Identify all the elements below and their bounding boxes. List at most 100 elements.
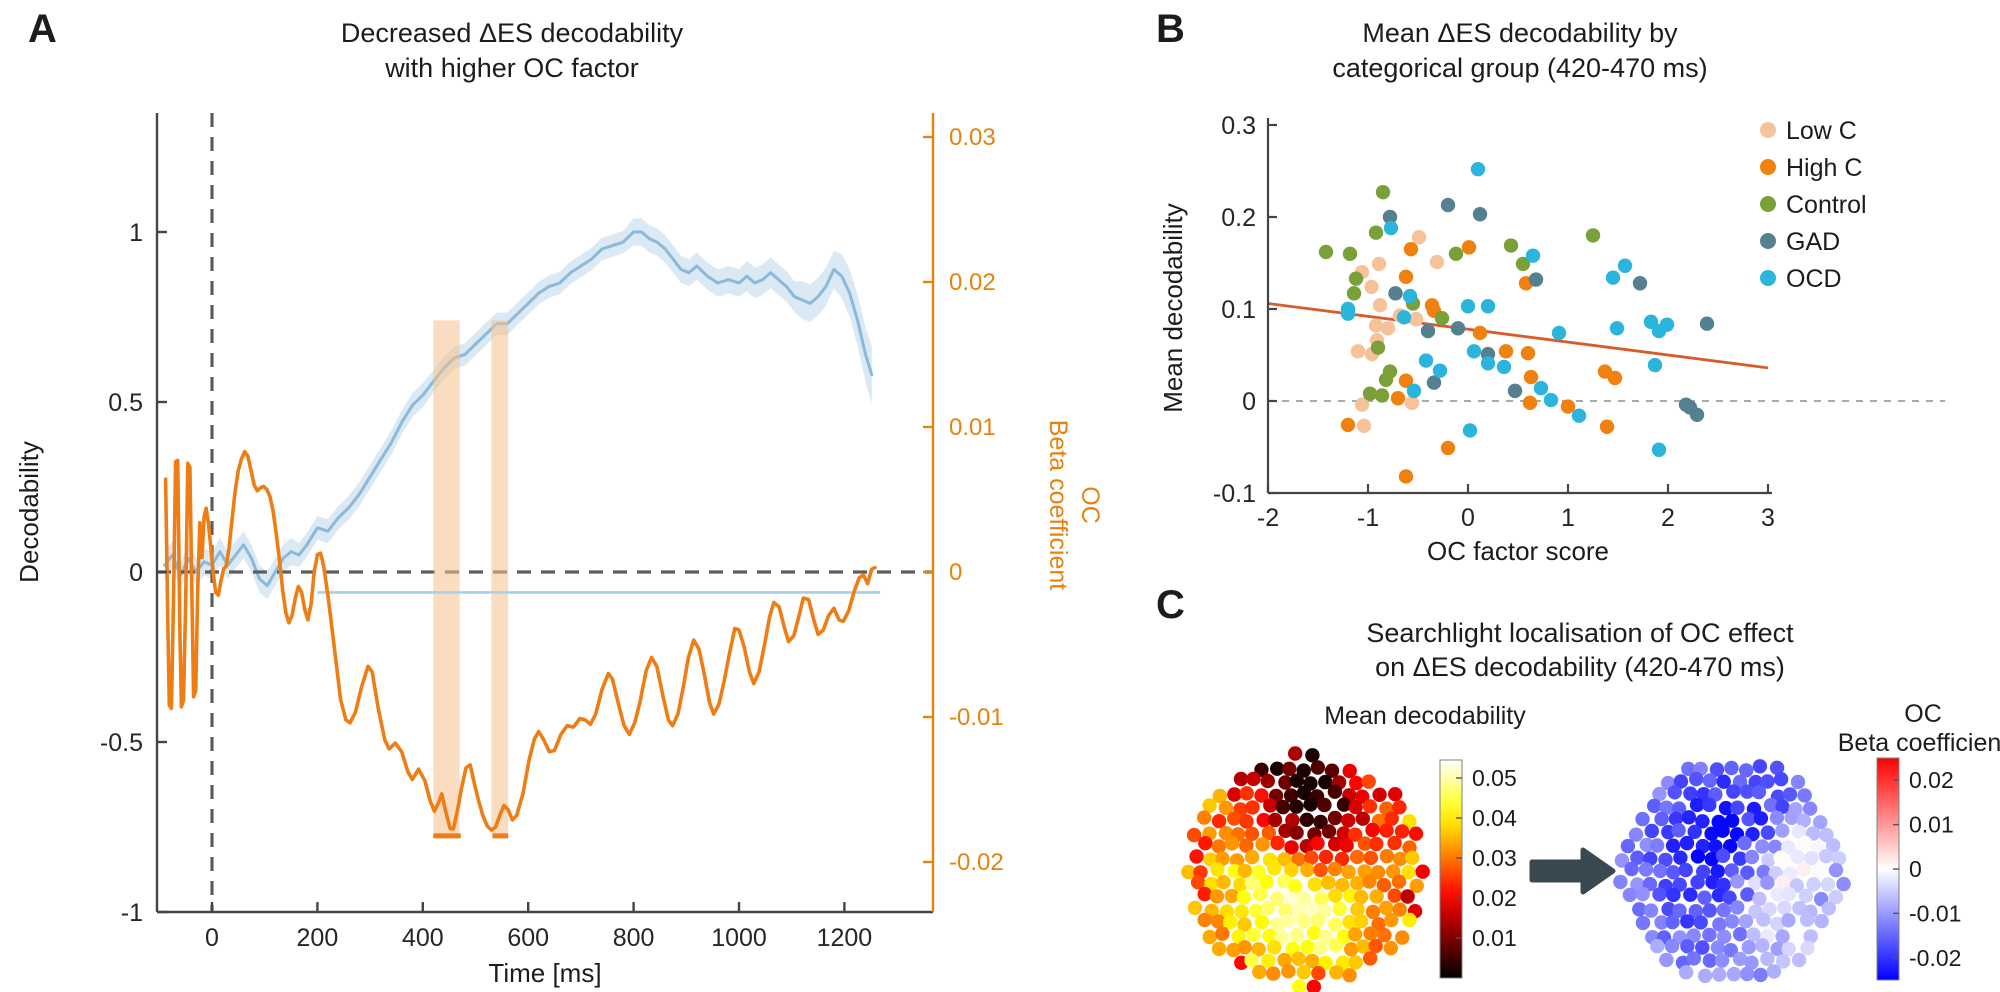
scatter-point-ocd (1383, 220, 1399, 236)
b-x-tick-label: 3 (1761, 504, 1775, 532)
left-colorbar-tick-label: 0.02 (1472, 885, 1517, 911)
electrode-dot (1716, 774, 1731, 789)
electrode-dot (1775, 823, 1790, 838)
electrode-dot (1211, 814, 1227, 829)
scatter-point-ocd (1340, 306, 1356, 321)
panel-a-title-line2: with higher OC factor (384, 53, 639, 83)
electrode-dot (1737, 835, 1752, 851)
left-map-subtitle: Mean decodability (1324, 702, 1526, 730)
scatter-point-ocd (1432, 363, 1448, 378)
electrode-dot (1291, 979, 1307, 992)
electrode-dot (1224, 836, 1240, 851)
left-tick-label: 0.5 (108, 389, 143, 417)
electrode-dot (1296, 891, 1312, 906)
electrode-dot (1227, 787, 1242, 802)
scatter-point-ocd (1466, 344, 1482, 359)
electrode-dot (1402, 814, 1417, 829)
electrode-dot (1190, 875, 1206, 890)
right-colorbar-tick-label: -0.01 (1909, 900, 1961, 926)
electrode-dot (1282, 761, 1297, 776)
electrode-dot (1289, 825, 1304, 840)
scatter-point-low-c (1368, 318, 1384, 333)
legend-label-gad: GAD (1786, 228, 1840, 256)
electrode-dot (1299, 812, 1315, 827)
electrode-dot (1392, 851, 1408, 867)
electrode-dot (1805, 826, 1821, 841)
electrode-dot (1369, 889, 1384, 904)
electrode-dot (1799, 912, 1815, 927)
electrode-dot (1667, 785, 1682, 800)
electrode-dot (1300, 939, 1315, 955)
electrode-dot (1197, 912, 1212, 928)
right-colorbar-tick-label: 0 (1909, 856, 1922, 882)
electrode-dot (1284, 840, 1299, 855)
electrode-dot (1296, 965, 1312, 980)
electrode-dot (1678, 862, 1693, 878)
electrode-dot (1209, 889, 1225, 904)
scatter-point-ocd (1406, 383, 1422, 399)
electrode-dot (1305, 748, 1320, 763)
scatter-point-control (1362, 386, 1378, 401)
left-colorbar (1439, 759, 1463, 979)
electrode-dot (1368, 938, 1383, 954)
electrode-dot (1819, 827, 1834, 843)
electrode-dot (1755, 839, 1770, 854)
right-colorbar-tick-label: -0.02 (1909, 945, 1961, 971)
blue-decodability-line (163, 230, 874, 588)
electrode-dot (1712, 967, 1727, 982)
electrode-dot (1678, 965, 1694, 980)
scatter-point-ocd (1480, 299, 1496, 314)
right-map-subtitle-line2: Beta coefficient (1838, 729, 2000, 757)
electrode-dot (1341, 813, 1356, 828)
panel-a-plot: 1 0.5 0 -0.5 -1 0.03 0.02 0.01 0 -0.01 -0.02 0 200 40… (100, 113, 1004, 952)
electrode-dot (1181, 864, 1196, 880)
electrode-dot (1784, 810, 1799, 825)
electrode-dot (1762, 901, 1777, 917)
electrode-dot (1261, 953, 1276, 968)
b-x-tick-label: 1 (1561, 504, 1575, 532)
x-tick-label: 1200 (817, 924, 873, 952)
electrode-dot (1775, 799, 1790, 814)
electrode-dot (1666, 865, 1681, 880)
electrode-dot (1704, 826, 1719, 841)
electrode-dot (1275, 799, 1291, 815)
electrode-dot (1803, 929, 1818, 944)
scatter-point-high-c (1398, 373, 1414, 388)
right-tick-label: -0.01 (949, 704, 1004, 731)
electrode-dot (1328, 836, 1343, 852)
electrode-dot (1769, 760, 1785, 775)
panel-b-label: B (1156, 7, 1185, 51)
electrode-dot (1324, 763, 1340, 778)
electrode-dot (1760, 825, 1776, 840)
scatter-point-control (1434, 311, 1450, 326)
electrode-dot (1732, 851, 1748, 866)
electrode-dot (1353, 889, 1369, 905)
scatter-point-gad (1507, 383, 1523, 399)
scatter-point-ocd (1609, 321, 1625, 336)
electrode-dot (1327, 861, 1343, 877)
electrode-dot (1748, 876, 1763, 891)
scatter-point-ocd (1571, 408, 1587, 423)
electrode-dot (1752, 759, 1768, 774)
electrode-dot (1277, 852, 1292, 867)
electrode-dot (1277, 952, 1292, 968)
electrode-dot (1305, 953, 1320, 969)
electrode-dot (1342, 763, 1357, 779)
scatter-point-ocd (1617, 258, 1633, 273)
scatter-point-ocd (1496, 359, 1512, 375)
scatter-point-ocd (1396, 310, 1412, 325)
electrode-dot (1227, 811, 1242, 826)
electrode-dot (1328, 938, 1344, 953)
electrode-dot (1702, 773, 1718, 788)
electrode-dot (1365, 904, 1381, 920)
electrode-dot (1350, 876, 1365, 891)
scatter-point-low-c (1408, 311, 1424, 327)
electrode-dot (1813, 815, 1828, 830)
electrode-dot (1760, 951, 1775, 967)
sig-band-1 (433, 320, 460, 834)
b-x-tick-label: 2 (1661, 504, 1675, 532)
scatter-point-gad (1689, 407, 1705, 422)
electrode-dot (1211, 941, 1227, 957)
panel-a: A Decreased ΔES decodability with higher… (14, 7, 1104, 988)
